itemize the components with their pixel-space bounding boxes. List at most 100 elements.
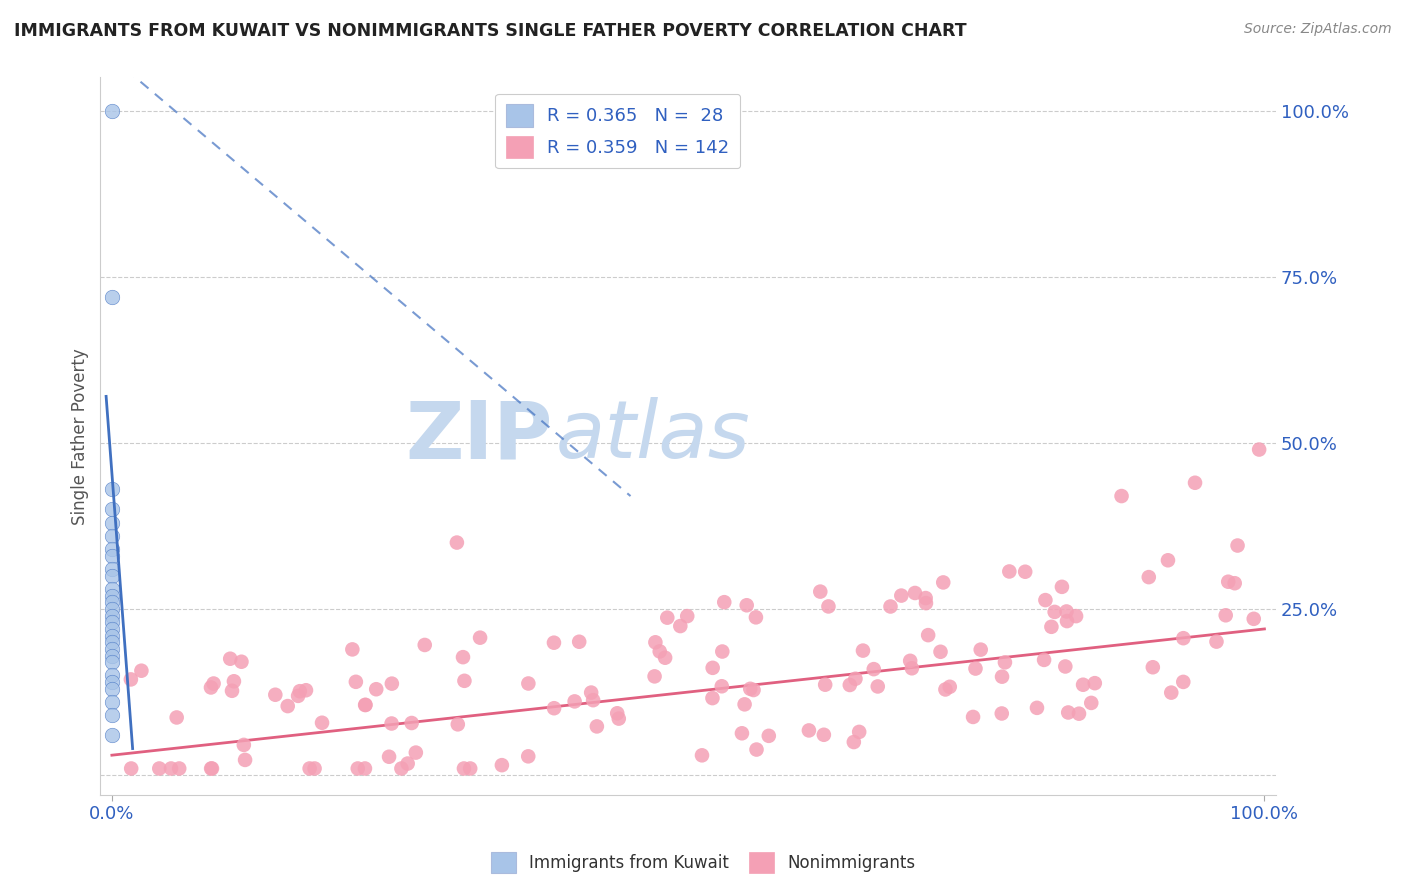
Point <box>101 582 124 596</box>
Point <box>939 680 962 694</box>
Point <box>586 719 609 733</box>
Point <box>101 595 124 609</box>
Point <box>413 638 436 652</box>
Point <box>101 648 124 663</box>
Point <box>288 684 311 698</box>
Point <box>166 710 188 724</box>
Point <box>676 609 699 624</box>
Point <box>354 698 377 712</box>
Point <box>1071 678 1094 692</box>
Point <box>1064 609 1087 624</box>
Point <box>1056 614 1078 628</box>
Point <box>401 716 423 731</box>
Point <box>731 726 754 740</box>
Point <box>101 562 124 576</box>
Point <box>866 680 889 694</box>
Point <box>101 695 124 709</box>
Point <box>396 756 419 771</box>
Text: IMMIGRANTS FROM KUWAIT VS NONIMMIGRANTS SINGLE FATHER POVERTY CORRELATION CHART: IMMIGRANTS FROM KUWAIT VS NONIMMIGRANTS … <box>14 22 967 40</box>
Point <box>994 656 1017 670</box>
Point <box>131 664 153 678</box>
Point <box>1043 605 1066 619</box>
Point <box>607 712 630 726</box>
Point <box>965 661 987 675</box>
Point <box>101 615 124 630</box>
Point <box>669 619 692 633</box>
Point <box>901 661 924 675</box>
Point <box>844 672 866 686</box>
Point <box>148 762 170 776</box>
Point <box>311 715 333 730</box>
Point <box>898 654 921 668</box>
Point <box>1057 706 1080 720</box>
Point <box>342 642 364 657</box>
Point <box>702 691 724 706</box>
Point <box>606 706 628 721</box>
Point <box>1014 565 1036 579</box>
Point <box>914 591 936 605</box>
Point <box>758 729 780 743</box>
Point <box>354 762 377 776</box>
Point <box>446 535 468 549</box>
Point <box>295 683 318 698</box>
Point <box>120 673 142 687</box>
Point <box>702 661 724 675</box>
Point <box>219 651 242 665</box>
Point <box>862 662 884 676</box>
Point <box>962 710 984 724</box>
Point <box>990 706 1012 721</box>
Point <box>814 678 837 692</box>
Point <box>344 674 367 689</box>
Point <box>298 762 321 776</box>
Point <box>842 735 865 749</box>
Point <box>745 742 768 756</box>
Point <box>101 529 124 543</box>
Point <box>447 717 470 731</box>
Point <box>101 675 124 690</box>
Point <box>1033 653 1056 667</box>
Point <box>1080 696 1102 710</box>
Point <box>713 595 735 609</box>
Point <box>1243 612 1265 626</box>
Point <box>543 636 565 650</box>
Point <box>648 644 671 658</box>
Point <box>740 681 762 696</box>
Point <box>101 542 124 557</box>
Point <box>879 599 901 614</box>
Point <box>932 575 955 590</box>
Point <box>543 701 565 715</box>
Point <box>970 642 993 657</box>
Point <box>1026 701 1049 715</box>
Point <box>1054 659 1077 673</box>
Point <box>1137 570 1160 584</box>
Point <box>582 693 605 707</box>
Point <box>221 683 243 698</box>
Point <box>742 683 765 698</box>
Point <box>917 628 939 642</box>
Point <box>1040 620 1063 634</box>
Point <box>817 599 839 614</box>
Point <box>838 678 860 692</box>
Point <box>1056 604 1078 618</box>
Point <box>579 685 602 699</box>
Point <box>852 643 875 657</box>
Point <box>101 622 124 636</box>
Point <box>654 650 676 665</box>
Point <box>1218 574 1240 589</box>
Point <box>517 749 540 764</box>
Point <box>1184 475 1206 490</box>
Point <box>101 728 124 742</box>
Point <box>517 676 540 690</box>
Point <box>354 698 377 712</box>
Point <box>915 596 938 610</box>
Point <box>101 635 124 649</box>
Point <box>101 502 124 516</box>
Point <box>277 699 299 714</box>
Point <box>644 635 666 649</box>
Point <box>231 655 253 669</box>
Point <box>101 589 124 603</box>
Point <box>1226 539 1249 553</box>
Point <box>657 610 679 624</box>
Point <box>120 762 142 776</box>
Point <box>451 650 474 665</box>
